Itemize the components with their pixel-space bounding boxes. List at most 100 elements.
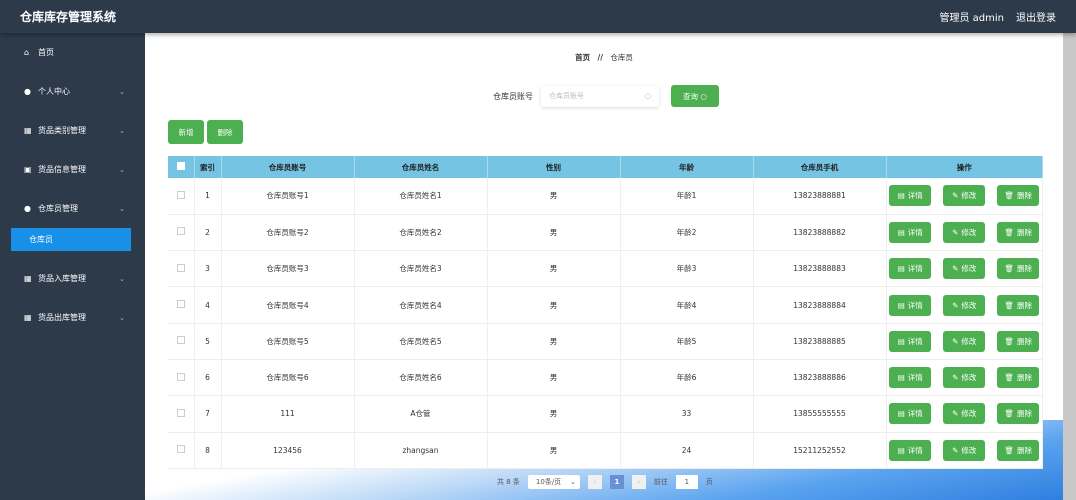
edit-button[interactable]: ✎ 修改 [943, 403, 986, 425]
sidebar-item[interactable]: ⌂ 首页 [0, 33, 145, 72]
edit-button[interactable]: ✎ 修改 [943, 367, 986, 389]
grid-icon: ▦ [24, 274, 32, 283]
sidebar-item-label: 个人中心 [38, 87, 70, 96]
delete-button[interactable]: 🗑 删除 [997, 330, 1040, 352]
chevron-down-icon: ⌄ [119, 87, 125, 96]
detail-button[interactable]: ▤ 详情 [889, 185, 932, 207]
document-icon: ▤ [897, 373, 905, 383]
sidebar-subitem-warehouse-staff[interactable]: 仓库员 [11, 228, 131, 251]
detail-button[interactable]: ▤ 详情 [889, 221, 932, 243]
detail-button[interactable]: ▤ 详情 [889, 439, 932, 461]
table-cell: 仓库员姓名3 [354, 250, 488, 288]
detail-button[interactable]: ▤ 详情 [889, 258, 932, 280]
delete-button[interactable]: 🗑 删除 [997, 403, 1040, 425]
row-select[interactable] [168, 323, 195, 360]
row-checkbox[interactable] [176, 300, 185, 309]
row-select[interactable] [168, 214, 195, 252]
page-unit: 页 [705, 478, 713, 486]
delete-button[interactable]: 🗑 删除 [997, 367, 1040, 389]
table-cell: 33 [620, 395, 754, 433]
table-cell: 仓库员账号4 [221, 286, 355, 324]
row-checkbox[interactable] [176, 372, 185, 381]
scrollbar[interactable] [1063, 33, 1076, 500]
sidebar-item[interactable]: ▦ 货品类别管理 ⌄ [0, 111, 145, 150]
table-cell: 男 [487, 178, 621, 215]
user-icon: ● [24, 204, 31, 213]
edit-label: 修改 [961, 264, 977, 274]
account-search-input[interactable]: 仓库员账号 ○ [541, 85, 659, 107]
detail-label: 详情 [907, 264, 923, 274]
delete-button[interactable]: 🗑 删除 [997, 439, 1040, 461]
table-row: 5 仓库员账号5 仓库员姓名5 男年龄5 13823888885 ▤ 详情 ✎ 修改 🗑 删除 [168, 323, 1043, 360]
select-all-checkbox[interactable] [176, 162, 185, 170]
breadcrumb: 首页 // 仓库员 [145, 52, 1063, 63]
sidebar-item-label: 首页 [38, 48, 54, 57]
table-cell: 仓库员姓名1 [354, 178, 488, 215]
edit-button[interactable]: ✎ 修改 [943, 294, 986, 316]
row-select[interactable] [168, 178, 195, 215]
row-select[interactable] [168, 250, 195, 288]
next-page-button[interactable]: › [631, 475, 646, 489]
detail-button[interactable]: ▤ 详情 [889, 403, 932, 425]
delete-button[interactable]: 🗑 删除 [997, 221, 1040, 243]
logout-link[interactable]: 退出登录 [1016, 13, 1056, 24]
row-select[interactable] [168, 286, 195, 324]
trash-icon: 🗑 [1004, 336, 1015, 346]
breadcrumb-home[interactable]: 首页 [575, 53, 591, 62]
delete-label: 删除 [1017, 227, 1033, 237]
table-row: 1 仓库员账号1 仓库员姓名1 男年龄1 13823888881 ▤ 详情 ✎ 修改 🗑 删除 [168, 178, 1043, 215]
page-size-value: 10条/页 [535, 478, 562, 486]
query-button[interactable]: 查询 ○ [671, 85, 719, 107]
page-number[interactable]: 1 [609, 475, 624, 489]
trash-icon: 🗑 [1004, 409, 1015, 419]
batch-delete-button[interactable]: 删除 [207, 120, 243, 144]
sidebar-item[interactable]: ▦ 货品出库管理 ⌄ [0, 298, 145, 337]
table-cell: 7 [194, 395, 222, 433]
column-header: 年龄 [620, 156, 754, 178]
add-button[interactable]: 新增 [168, 120, 204, 144]
sidebar-item[interactable]: ● 仓库员管理 ⌄ [0, 189, 145, 228]
row-select[interactable] [168, 395, 195, 433]
row-checkbox[interactable] [176, 336, 185, 345]
table-cell: 年龄3 [620, 250, 754, 288]
detail-button[interactable]: ▤ 详情 [889, 367, 932, 389]
row-checkbox[interactable] [176, 445, 185, 454]
goto-page-input[interactable]: 1 [675, 475, 698, 489]
sidebar-item-label: 货品出库管理 [38, 313, 86, 322]
pencil-icon: ✎ [952, 300, 959, 310]
table-cell: 年龄4 [620, 286, 754, 324]
detail-button[interactable]: ▤ 详情 [889, 330, 932, 352]
page-size-select[interactable]: 10条/页 ⌄ [527, 475, 580, 489]
trash-icon: 🗑 [1004, 445, 1015, 455]
delete-button[interactable]: 🗑 删除 [997, 185, 1040, 207]
column-header: 仓库员手机 [753, 156, 887, 178]
select-all-header[interactable] [168, 156, 195, 178]
edit-button[interactable]: ✎ 修改 [943, 439, 986, 461]
prev-page-button[interactable]: ‹ [587, 475, 602, 489]
row-checkbox[interactable] [176, 263, 185, 272]
delete-button[interactable]: 🗑 删除 [997, 294, 1040, 316]
delete-label: 删除 [1017, 300, 1033, 310]
detail-label: 详情 [907, 409, 923, 419]
row-checkbox[interactable] [176, 408, 185, 417]
delete-button[interactable]: 🗑 删除 [997, 258, 1040, 280]
document-icon: ▤ [897, 264, 905, 274]
sidebar-item[interactable]: ● 个人中心 ⌄ [0, 72, 145, 111]
column-header: 仓库员账号 [221, 156, 355, 178]
query-label: 查询 [683, 91, 699, 101]
detail-label: 详情 [907, 445, 923, 455]
document-icon: ▤ [897, 336, 905, 346]
edit-button[interactable]: ✎ 修改 [943, 221, 986, 243]
detail-button[interactable]: ▤ 详情 [889, 294, 932, 316]
row-checkbox[interactable] [176, 227, 185, 236]
edit-button[interactable]: ✎ 修改 [943, 330, 986, 352]
edit-button[interactable]: ✎ 修改 [943, 185, 986, 207]
sidebar-item[interactable]: ▦ 货品入库管理 ⌄ [0, 259, 145, 298]
edit-button[interactable]: ✎ 修改 [943, 258, 986, 280]
row-select[interactable] [168, 432, 195, 469]
sidebar-item[interactable]: ▣ 货品信息管理 ⌄ [0, 150, 145, 189]
edit-label: 修改 [961, 191, 977, 201]
search-icon: ○ [644, 92, 651, 100]
row-checkbox[interactable] [176, 190, 185, 199]
row-select[interactable] [168, 359, 195, 397]
